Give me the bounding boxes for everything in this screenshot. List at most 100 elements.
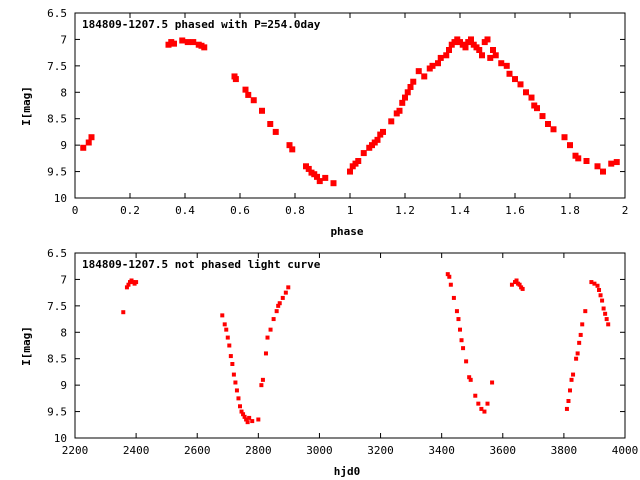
- unphased-data-point: [233, 380, 238, 385]
- unphased-data-point: [583, 309, 588, 314]
- phased-data-point: [380, 128, 386, 135]
- unphased-x-tick-label: 3200: [367, 444, 394, 457]
- unphased-y-tick-label: 9.5: [47, 406, 67, 419]
- unphased-data-point: [575, 351, 580, 356]
- unphased-data-point: [220, 313, 225, 318]
- unphased-data-point: [126, 282, 131, 287]
- phased-data-point: [490, 47, 496, 53]
- unphased-data-point: [476, 401, 481, 406]
- phased-x-tick-label: 0.2: [120, 204, 140, 217]
- phased-data-point: [171, 40, 177, 47]
- phased-y-tick-label: 9.5: [47, 166, 67, 179]
- unphased-data-point: [224, 327, 229, 332]
- unphased-data-point: [454, 309, 459, 314]
- unphased-data-point: [589, 280, 594, 285]
- phased-data-point: [347, 168, 353, 175]
- phased-x-axis-label: phase: [330, 225, 363, 238]
- phased-y-tick-label: 7: [60, 33, 67, 46]
- unphased-data-point: [485, 401, 490, 406]
- unphased-data-point: [230, 362, 235, 366]
- unphased-data-point: [564, 406, 569, 411]
- phased-y-tick-label: 6.5: [47, 7, 67, 20]
- unphased-data-point: [571, 372, 576, 377]
- phased-data-point: [600, 168, 606, 175]
- phased-data-points: [80, 36, 620, 187]
- phased-data-point: [242, 86, 249, 93]
- unphased-data-point: [265, 335, 270, 340]
- unphased-data-point: [445, 272, 450, 277]
- phased-x-tick-label: 2: [622, 204, 629, 217]
- unphased-data-point: [451, 295, 456, 300]
- unphased-x-tick-label: 4000: [612, 444, 639, 457]
- unphased-data-point: [458, 327, 462, 332]
- unphased-data-point: [227, 343, 232, 348]
- phased-data-point: [399, 99, 406, 106]
- phased-x-tick-label: 0: [72, 204, 79, 217]
- unphased-data-point: [517, 282, 522, 287]
- phased-data-point: [567, 142, 573, 149]
- phased-data-point: [184, 39, 191, 46]
- phased-data-point: [190, 39, 197, 46]
- unphased-data-point: [482, 409, 487, 414]
- unphased-data-point: [467, 375, 472, 380]
- unphased-y-tick-label: 9: [60, 379, 67, 392]
- unphased-data-point: [600, 298, 605, 303]
- unphased-y-axis: 6.5 7 7.5 8 8.5 9 9.5 10: [47, 247, 625, 445]
- unphased-data-point: [603, 311, 608, 316]
- unphased-data-point: [509, 282, 514, 287]
- phased-data-point: [85, 139, 92, 146]
- unphased-data-point: [250, 419, 255, 424]
- phased-data-point: [561, 134, 568, 141]
- phased-chart-title: 184809-1207.5 phased with P=254.0day: [82, 18, 321, 31]
- unphased-x-tick-label: 2400: [123, 444, 150, 457]
- phased-x-axis: 0 0.2 0.4 0.6 0.8 1 1.2 1.4 1.6 1.8 2: [72, 13, 629, 217]
- phased-chart: 0 0.2 0.4 0.6 0.8 1 1.2 1.4 1.6 1.8 2 6.5 7 7.5 8 8.5 9…: [20, 7, 628, 238]
- unphased-data-point: [286, 285, 291, 290]
- phased-data-point: [429, 62, 436, 69]
- unphased-data-point: [244, 417, 249, 422]
- phased-data-point: [305, 165, 312, 172]
- unphased-data-point: [245, 420, 250, 425]
- phased-y-axis-label: I[mag]: [20, 86, 33, 126]
- unphased-data-point: [580, 322, 585, 327]
- phased-data-point: [528, 94, 535, 101]
- phased-x-tick-label: 0.4: [175, 204, 195, 217]
- phased-x-tick-label: 1.8: [560, 204, 580, 217]
- phased-data-point: [374, 136, 381, 143]
- phased-data-point: [613, 159, 620, 166]
- unphased-y-tick-label: 8.5: [47, 353, 67, 366]
- unphased-data-point: [595, 283, 600, 288]
- unphased-x-tick-label: 3800: [551, 444, 578, 457]
- unphased-data-point: [277, 301, 282, 306]
- phased-data-point: [512, 76, 518, 83]
- phased-data-point: [545, 121, 551, 127]
- phased-data-point: [415, 68, 422, 75]
- unphased-data-points: [121, 272, 611, 425]
- unphased-y-axis-label: I[mag]: [20, 326, 33, 366]
- phased-data-point: [575, 155, 582, 162]
- unphased-data-point: [479, 406, 484, 411]
- unphased-data-point: [456, 317, 461, 322]
- phased-data-point: [503, 62, 510, 69]
- phased-y-tick-label: 10: [54, 192, 67, 205]
- phased-data-point: [410, 78, 417, 85]
- unphased-data-point: [225, 335, 230, 340]
- unphased-data-point: [578, 332, 583, 337]
- phased-data-point: [259, 107, 265, 114]
- phased-data-point: [534, 105, 540, 112]
- phased-x-tick-label: 1.4: [450, 204, 470, 217]
- unphased-data-point: [271, 317, 276, 322]
- unphased-data-point: [247, 415, 252, 420]
- phased-data-point: [421, 73, 428, 80]
- unphased-chart: 2200 2400 2600 2800 3000 3200 3400 3600 3800 4000…: [20, 247, 638, 478]
- unphased-x-tick-label: 2200: [62, 444, 89, 457]
- unphased-data-point: [260, 377, 265, 382]
- phased-data-point: [402, 94, 408, 101]
- unphased-data-point: [231, 372, 236, 377]
- phased-data-point: [523, 89, 529, 96]
- unphased-x-tick-label: 3600: [490, 444, 517, 457]
- unphased-data-point: [280, 295, 285, 300]
- unphased-data-point: [601, 306, 606, 311]
- phased-data-point: [232, 76, 239, 83]
